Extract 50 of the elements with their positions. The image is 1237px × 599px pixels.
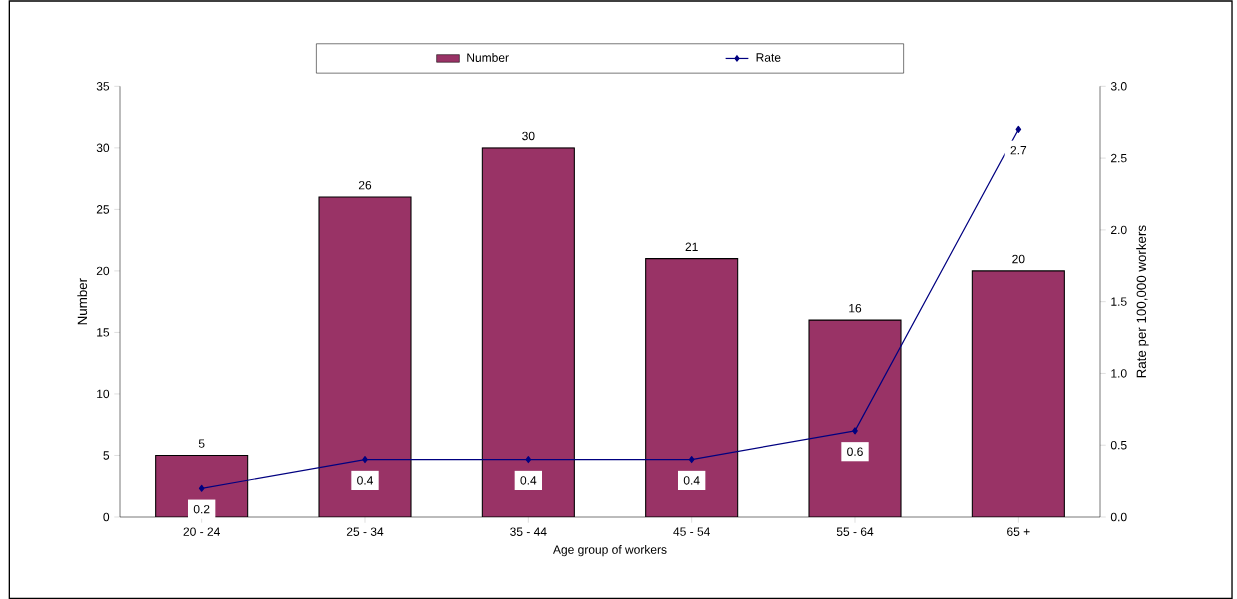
y-tick-label: 35 (96, 82, 110, 91)
y-tick-label: 0 (103, 512, 110, 522)
y2-tick-label: 2.0 (1111, 225, 1127, 235)
point (852, 427, 858, 435)
x-tick-label: 55 - 64 (836, 527, 874, 536)
y-axis-title: Number (77, 278, 88, 325)
data-label: 0.2 (193, 504, 210, 514)
data-label: 0.4 (520, 476, 537, 485)
data-label: 0.6 (847, 447, 863, 456)
bar (481, 147, 575, 517)
y-tick-label: 5 (103, 451, 110, 460)
y2-tick-label: 0.5 (1110, 440, 1127, 450)
point (525, 456, 532, 464)
y2-tick-label: 1.5 (1111, 297, 1127, 306)
data-label: 2.7 (1010, 145, 1027, 155)
point (1015, 125, 1022, 133)
bar (155, 454, 249, 517)
y2-tick-label: 2.5 (1111, 153, 1127, 163)
data-label: 16 (849, 303, 862, 313)
bar (318, 196, 412, 517)
point (198, 484, 205, 492)
bar (971, 270, 1065, 517)
y2-tick-label: 3.0 (1110, 82, 1127, 91)
x-axis-title: Age group of workers (553, 545, 667, 557)
y2-axis-title: Rate per 100,000 workers (1136, 225, 1149, 378)
legend-label: Rate (756, 53, 781, 62)
data-label: 0.4 (683, 476, 700, 485)
data-label: 30 (522, 131, 535, 141)
data-label: 20 (1012, 254, 1025, 264)
data-label: 5 (198, 439, 205, 448)
y-tick-label: 25 (96, 205, 110, 214)
bar (808, 319, 902, 517)
y-tick-label: 20 (96, 266, 110, 276)
bar (645, 258, 739, 517)
point (688, 456, 695, 464)
y2-tick-label: 1.0 (1111, 369, 1127, 378)
y-tick-label: 10 (97, 389, 110, 399)
y2-tick-label: 0.0 (1110, 512, 1127, 522)
x-tick-label: 65 + (1007, 527, 1030, 536)
data-label: 21 (685, 242, 698, 251)
x-tick-label: 25 - 34 (346, 527, 384, 536)
x-tick-label: 45 - 54 (673, 527, 710, 536)
y-tick-label: 30 (96, 143, 110, 153)
x-tick-label: 20 - 24 (183, 527, 220, 536)
point (362, 456, 368, 464)
legend-label: Number (467, 53, 509, 62)
x-tick-label: 35 - 44 (510, 527, 547, 536)
data-label: 26 (358, 180, 372, 190)
data-label: 0.4 (357, 476, 373, 485)
y-tick-label: 15 (97, 328, 110, 337)
